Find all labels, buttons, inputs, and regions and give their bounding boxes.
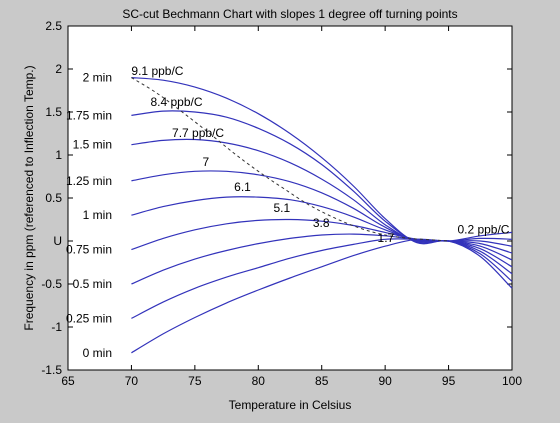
slope-dashed-line: [131, 77, 449, 242]
slope-annotation: 9.1 ppb/C: [131, 64, 183, 78]
x-tick-label: 100: [502, 374, 522, 388]
y-tick-label: 2.5: [45, 19, 62, 33]
y-tick-label: -0.5: [41, 277, 62, 291]
x-tick-label: 65: [61, 374, 75, 388]
series-label: 0.25 min: [66, 311, 112, 325]
x-axis-label: Temperature in Celsius: [229, 398, 352, 412]
slope-annotation: 5.1: [274, 201, 291, 215]
y-tick-label: U: [53, 234, 62, 248]
slope-annotation: 1.7: [378, 231, 395, 245]
x-tick-label: 90: [378, 374, 392, 388]
y-tick-label: -1: [51, 320, 62, 334]
slope-labels: 9.1 ppb/C 8.4 ppb/C 7.7 ppb/C 7 6.1 5.1 3.8 1.7…: [131, 64, 509, 245]
x-tick-label: 75: [188, 374, 202, 388]
series-label: 1.25 min: [66, 174, 112, 188]
series-labels: 2 min 1.75 min 1.5 min 1.25 min 1 min 0.75 mi…: [66, 71, 112, 360]
x-tick-label: 95: [442, 374, 456, 388]
series-label: 1.75 min: [66, 108, 112, 122]
x-tick-label: 85: [315, 374, 329, 388]
y-tick-label: 1: [55, 148, 62, 162]
series-lines: [131, 77, 513, 354]
x-tick-label: 80: [252, 374, 266, 388]
slope-annotation: 0.2 ppb/C: [457, 222, 509, 236]
y-axis-label: Frequency in ppm (referenced to Inflecti…: [22, 65, 36, 330]
slope-annotation: 7.7 ppb/C: [172, 126, 224, 140]
series-label: 1 min: [83, 208, 112, 222]
series-label: 0 min: [83, 346, 112, 360]
slope-annotation: 6.1: [234, 180, 251, 194]
axis-ticks: 65 70 75 80 85 90 95 100 -1.5 -1 -0.5 U 0.5 1 1.5 2 2.5: [41, 19, 522, 388]
chart-title: SC-cut Bechmann Chart with slopes 1 degr…: [122, 7, 457, 21]
slope-annotation: 8.4 ppb/C: [150, 95, 202, 109]
series-label: 0.5 min: [73, 277, 112, 291]
slope-annotation: 3.8: [313, 216, 330, 230]
slope-annotation: 7: [202, 155, 209, 169]
x-tick-label: 70: [125, 374, 139, 388]
series-label: 0.75 min: [66, 243, 112, 257]
series-label: 1.5 min: [73, 138, 112, 152]
slope-trace: [131, 77, 449, 242]
y-tick-label: 0.5: [45, 191, 62, 205]
y-tick-label: 2: [55, 62, 62, 76]
series-line: [131, 231, 513, 354]
y-tick-label: 1.5: [45, 105, 62, 119]
series-label: 2 min: [83, 71, 112, 85]
y-tick-label: -1.5: [41, 363, 62, 377]
